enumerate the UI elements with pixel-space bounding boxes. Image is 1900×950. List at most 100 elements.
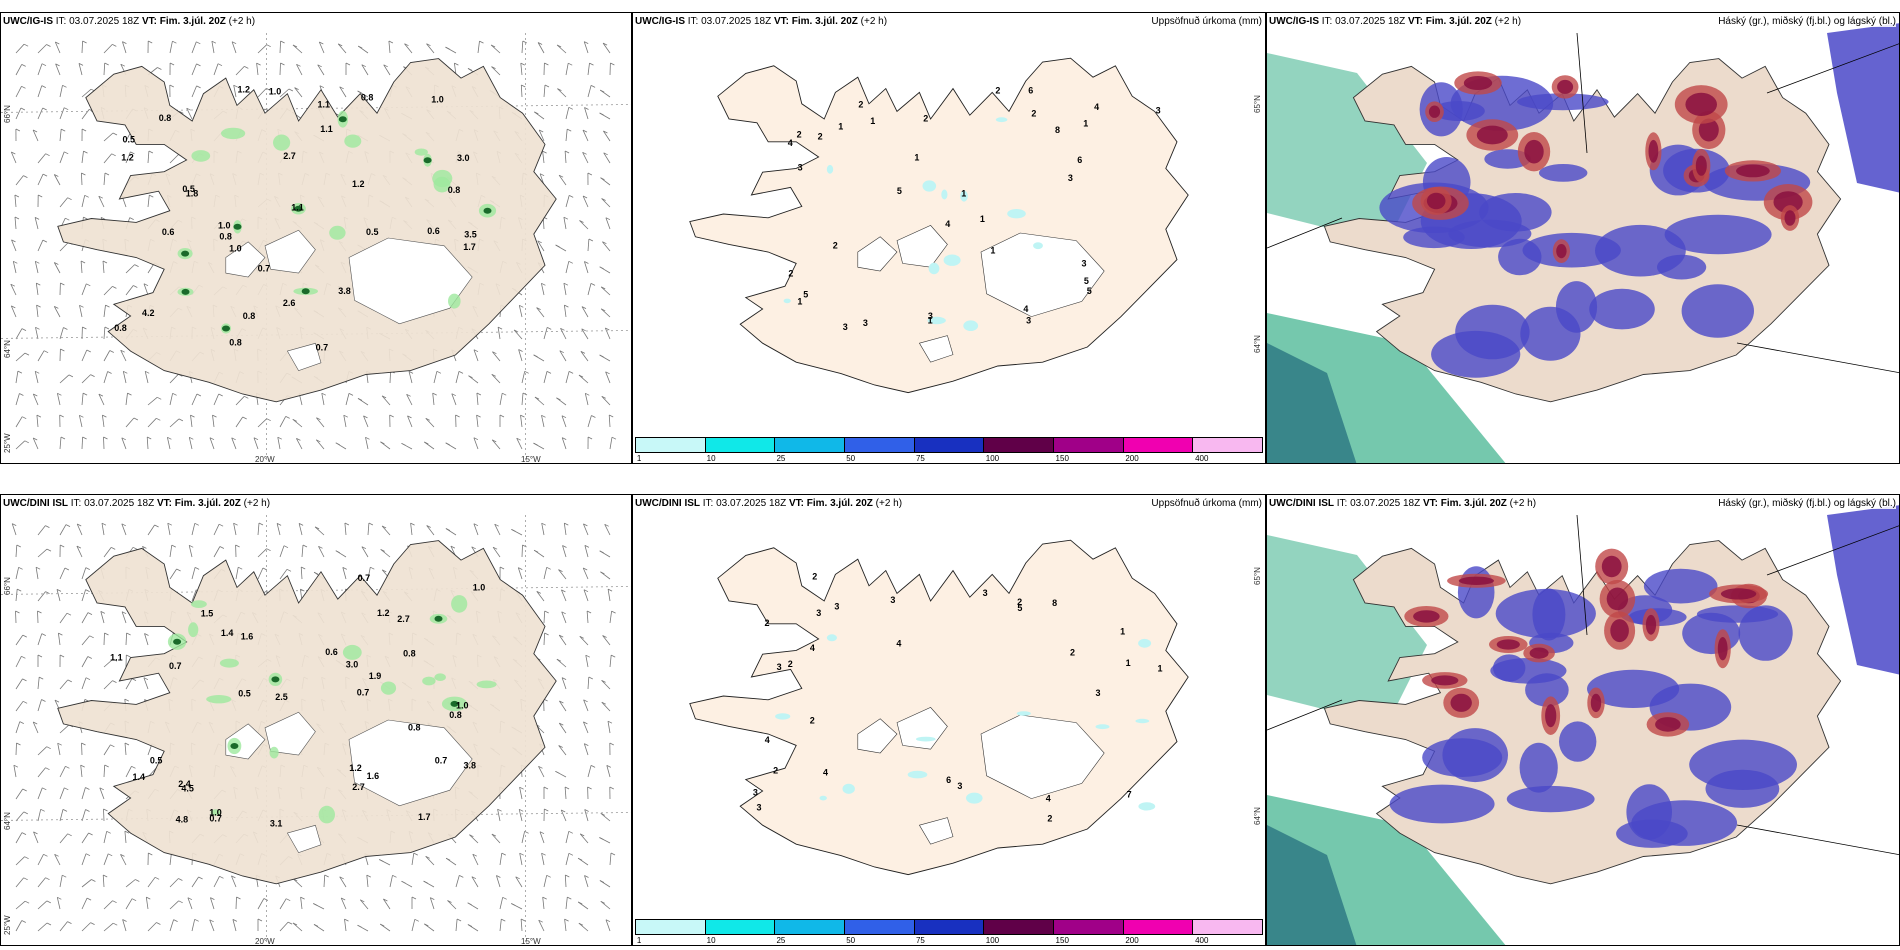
precip-core — [182, 289, 190, 295]
precip-value-label: 4 — [896, 639, 901, 649]
precip-cell — [329, 226, 345, 240]
legend-swatch — [984, 438, 1054, 452]
lon-20-label: 20°W — [255, 937, 275, 946]
high-cloud-core — [1413, 610, 1440, 622]
legend-tick-label: 150 — [1056, 454, 1069, 463]
precip-cell — [191, 600, 207, 608]
precip-value-label: 5 — [897, 186, 902, 196]
precip-core — [339, 116, 347, 122]
precip-value-label: 3 — [753, 788, 758, 798]
precip-value-label: 2 — [1031, 109, 1036, 119]
legend-tick-label: 75 — [916, 454, 925, 463]
legend-tick-label: 1 — [637, 454, 641, 463]
precip-cell — [344, 135, 361, 148]
precip-cell — [827, 165, 833, 174]
legend-swatch — [984, 920, 1054, 934]
cloud-panel-top: UWC/IG-IS IT: 03.07.2025 18Z VT: Fim. 3.… — [1266, 12, 1900, 464]
wind-value-label: 1.1 — [318, 100, 331, 110]
high-cloud-core — [1785, 210, 1796, 225]
wind-value-label: 1.0 — [269, 86, 282, 96]
legend-tick-label: 1 — [637, 936, 641, 945]
wind-barb — [104, 633, 105, 645]
precip-cell — [220, 659, 239, 668]
precip-cell — [843, 784, 855, 794]
precip-core — [173, 639, 181, 645]
precip-cell — [775, 713, 790, 719]
precip-value-label: 2 — [923, 114, 928, 124]
legend-swatch — [1054, 920, 1124, 934]
precip-core — [435, 616, 443, 622]
high-cloud-core — [1718, 637, 1728, 660]
wind-value-label: 1.7 — [418, 812, 431, 822]
legend-tick-label: 75 — [916, 936, 925, 945]
wind-value-label: 1.8 — [186, 189, 199, 199]
precip-value-label: 4 — [945, 219, 950, 229]
precip-value-label: 3 — [957, 781, 962, 791]
high-cloud-core — [1602, 556, 1622, 577]
high-cloud-core — [1557, 80, 1573, 94]
wind-value-label: 1.2 — [352, 179, 365, 189]
legend-tick-label: 10 — [707, 454, 716, 463]
wind-value-label: 2.7 — [283, 151, 296, 161]
wind-map: 0.83.00.70.50.60.72.72.41.94.82.73.81.51… — [1, 495, 632, 946]
wind-value-label: 1.0 — [431, 94, 444, 104]
precip-title: Uppsöfnuð úrkoma (mm) — [1151, 498, 1262, 509]
precip-cell — [1135, 719, 1149, 723]
legend-tick-label: 100 — [986, 936, 999, 945]
precip-value-label: 4 — [810, 643, 815, 653]
high-cloud-core — [1524, 140, 1543, 164]
precip-core — [484, 208, 492, 214]
precip-value-label: 3 — [1156, 106, 1161, 116]
mid-cloud-area — [1706, 770, 1780, 808]
panel-header: UWC/IG-IS IT: 03.07.2025 18Z VT: Fim. 3.… — [3, 16, 255, 27]
precip-value-label: 2 — [1047, 813, 1052, 823]
panel-header: UWC/DINI ISL IT: 03.07.2025 18Z VT: Fim.… — [3, 498, 270, 509]
precip-cell — [1138, 802, 1155, 810]
legend-swatch — [915, 920, 985, 934]
precip-cell — [963, 320, 978, 331]
wind-value-label: 2.6 — [283, 298, 296, 308]
wind-value-label: 0.7 — [435, 756, 448, 766]
precip-core — [234, 224, 242, 230]
cloud-map — [1267, 495, 1900, 946]
wind-value-label: 0.8 — [159, 113, 172, 123]
precip-core — [424, 157, 432, 163]
wind-barb — [104, 437, 105, 449]
precip-map: 31222342224562433418323314733 — [633, 495, 1266, 946]
wind-value-label: 0.6 — [162, 227, 175, 237]
wind-value-label: 0.8 — [361, 93, 374, 103]
precip-cell — [820, 796, 827, 801]
precip-value-label: 1 — [980, 214, 985, 224]
high-cloud-core — [1497, 639, 1520, 649]
precip-cell — [381, 682, 396, 695]
wind-value-label: 0.5 — [238, 688, 251, 698]
precip-value-label: 1 — [961, 189, 966, 199]
lon-15-label: 15°W — [521, 455, 541, 464]
wind-value-label: 0.6 — [325, 647, 338, 657]
wind-value-label: 3.0 — [457, 153, 470, 163]
high-cloud-core — [1610, 619, 1629, 642]
precip-value-label: 5 — [1087, 286, 1092, 296]
lat-64-label: 64°N — [3, 340, 12, 358]
wind-value-label: 0.8 — [448, 185, 461, 195]
precip-value-label: 3 — [1082, 259, 1087, 269]
precip-value-label: 2 — [812, 572, 817, 582]
wind-value-label: 2.7 — [352, 782, 365, 792]
precip-value-label: 2 — [788, 268, 793, 278]
legend-swatch — [775, 438, 845, 452]
legend-tick-label: 400 — [1195, 454, 1208, 463]
mid-cloud-area — [1496, 589, 1596, 638]
lat-65-label: 65°N — [1253, 95, 1262, 113]
wind-value-label: 4.8 — [176, 815, 189, 825]
precip-value-label: 3 — [843, 322, 848, 332]
lat-64-label: 64°N — [3, 812, 12, 830]
precip-value-label: 2 — [765, 618, 770, 628]
mid-cloud-area — [1682, 613, 1740, 654]
wind-value-label: 4.2 — [142, 308, 155, 318]
high-cloud-core — [1607, 588, 1628, 611]
precip-panel-bottom: UWC/DINI ISL IT: 03.07.2025 18Z VT: Fim.… — [632, 494, 1266, 946]
precip-value-label: 2 — [833, 240, 838, 250]
precip-cell — [343, 645, 362, 660]
wind-value-label: 0.8 — [403, 648, 416, 658]
wind-panel-bottom: UWC/DINI ISL IT: 03.07.2025 18Z VT: Fim.… — [0, 494, 632, 946]
